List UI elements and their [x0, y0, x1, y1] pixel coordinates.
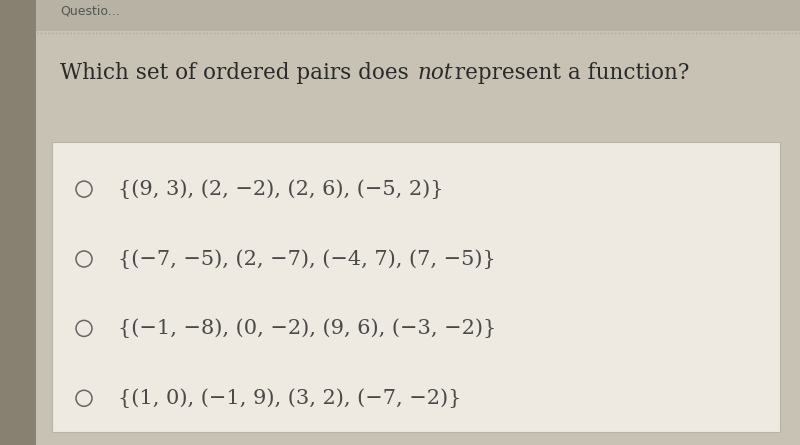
Text: represent a function?: represent a function?: [448, 62, 690, 85]
FancyBboxPatch shape: [52, 142, 780, 432]
Text: not: not: [418, 62, 453, 85]
Text: {(−1, −8), (0, −2), (9, 6), (−3, −2)}: {(−1, −8), (0, −2), (9, 6), (−3, −2)}: [118, 319, 497, 338]
Text: Which set of ordered pairs does: Which set of ordered pairs does: [60, 62, 416, 85]
FancyBboxPatch shape: [0, 0, 800, 31]
Text: {(9, 3), (2, −2), (2, 6), (−5, 2)}: {(9, 3), (2, −2), (2, 6), (−5, 2)}: [118, 179, 444, 199]
Text: Questio...: Questio...: [60, 4, 120, 18]
FancyBboxPatch shape: [0, 0, 36, 445]
Text: {(1, 0), (−1, 9), (3, 2), (−7, −2)}: {(1, 0), (−1, 9), (3, 2), (−7, −2)}: [118, 388, 462, 408]
Text: {(−7, −5), (2, −7), (−4, 7), (7, −5)}: {(−7, −5), (2, −7), (−4, 7), (7, −5)}: [118, 249, 496, 269]
